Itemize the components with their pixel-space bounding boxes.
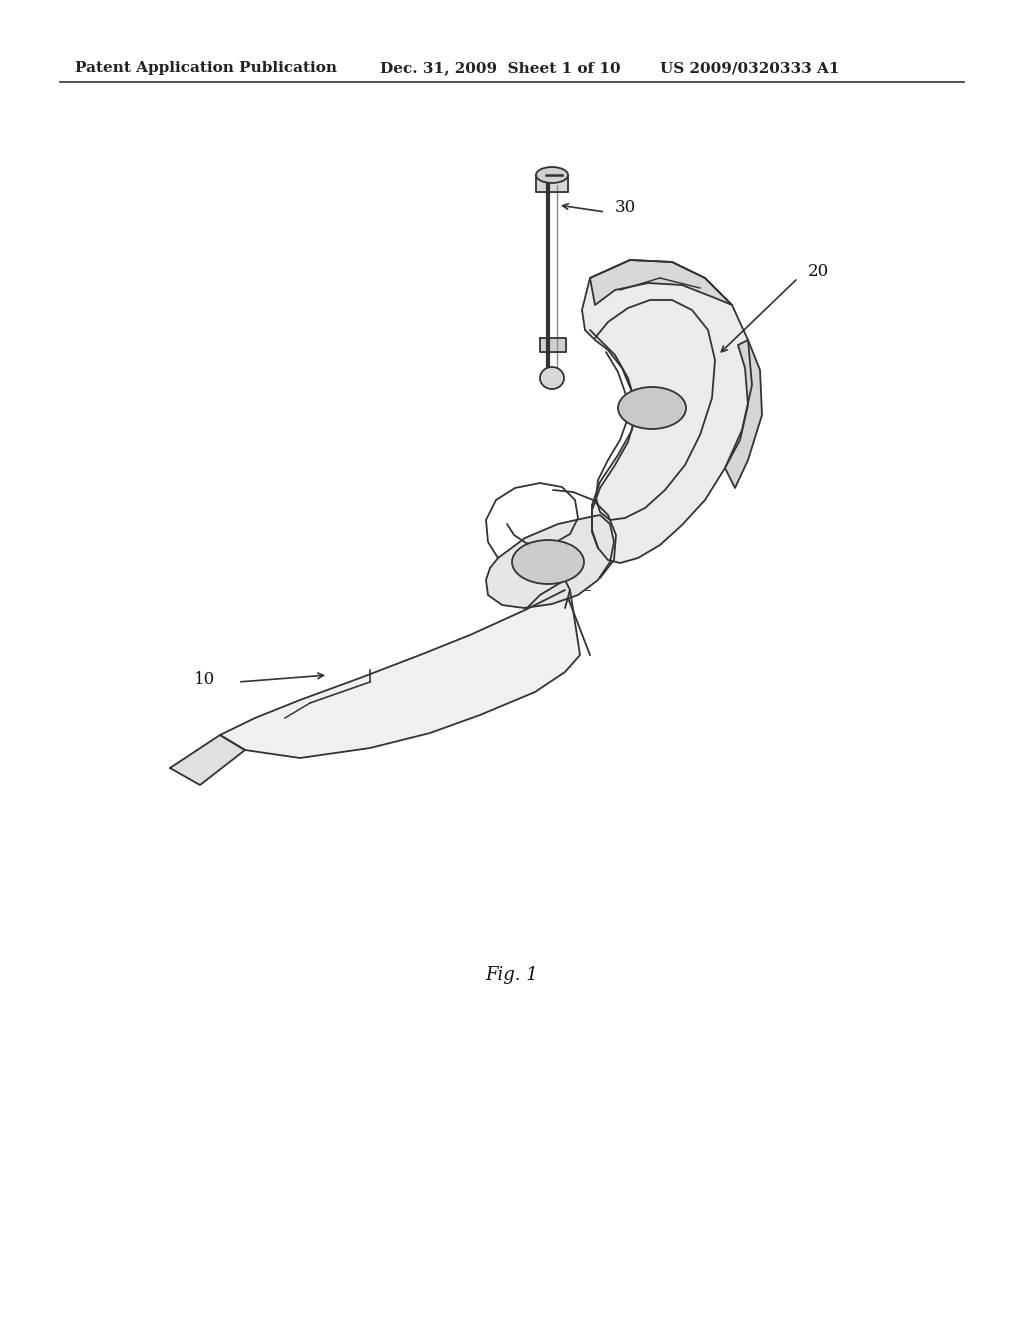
Polygon shape <box>170 735 245 785</box>
Text: 10: 10 <box>194 672 215 689</box>
Polygon shape <box>590 260 732 305</box>
Text: 20: 20 <box>808 264 829 281</box>
Ellipse shape <box>540 367 564 389</box>
Polygon shape <box>486 515 614 609</box>
Ellipse shape <box>536 168 568 183</box>
Polygon shape <box>540 338 566 352</box>
Ellipse shape <box>618 387 686 429</box>
Text: US 2009/0320333 A1: US 2009/0320333 A1 <box>660 61 840 75</box>
Text: Dec. 31, 2009  Sheet 1 of 10: Dec. 31, 2009 Sheet 1 of 10 <box>380 61 621 75</box>
Polygon shape <box>220 590 580 758</box>
Text: Patent Application Publication: Patent Application Publication <box>75 61 337 75</box>
Text: Fig. 1: Fig. 1 <box>485 966 539 983</box>
Polygon shape <box>725 341 762 488</box>
Polygon shape <box>582 260 752 564</box>
Polygon shape <box>536 176 568 191</box>
Text: 30: 30 <box>615 199 636 216</box>
Ellipse shape <box>512 540 584 583</box>
